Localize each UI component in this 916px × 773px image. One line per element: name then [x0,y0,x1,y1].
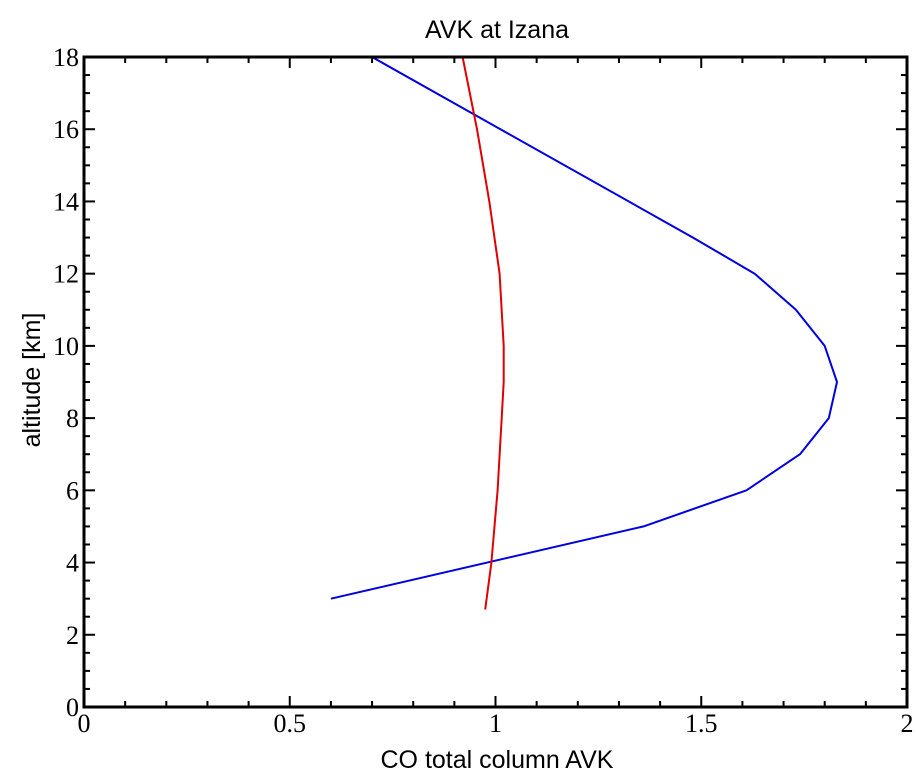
chart-title: AVK at Izana [425,16,569,44]
x-axis-label: CO total column AVK [381,746,614,773]
y-tick-label: 0 [66,693,79,722]
y-tick-label: 6 [66,476,79,505]
x-tick-label: 0 [78,709,91,738]
series-line-1 [330,56,838,600]
y-tick-label: 16 [53,115,79,144]
y-tick-label: 8 [66,404,79,433]
y-tick-label: 10 [53,332,79,361]
y-axis-label: altitude [km] [18,313,46,448]
y-tick-label: 4 [66,549,79,578]
y-tick-label: 2 [66,621,79,650]
y-tick-label: 14 [53,187,79,216]
ticks-layer: 0 0.5 1 1.5 2 0 2 4 6 8 10 12 14 16 18 [53,43,914,738]
x-tick-label: 0.5 [274,709,307,738]
x-tick-label: 1.5 [685,709,718,738]
x-tick-label: 1 [489,709,502,738]
y-tick-label: 12 [53,260,79,289]
plot-frame [82,55,909,709]
y-tick-label: 18 [53,43,79,72]
series-layer [330,56,838,610]
x-tick-label: 2 [901,709,914,738]
series-line-2 [461,56,505,610]
